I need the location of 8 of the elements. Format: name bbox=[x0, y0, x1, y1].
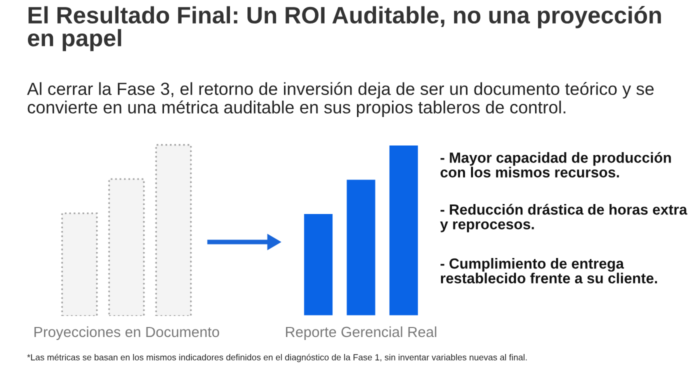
x-axis-title: Reporte Gerencial Real bbox=[286, 326, 436, 340]
text: - Cumplimiento de entrega restablecido frente a su cliente. bbox=[440, 258, 658, 284]
x-axis-title: Proyecciones en Documento bbox=[34, 326, 220, 340]
text: *Las métricas se basan en los mismos indicadores definidos en el diagnóstico de la Fase 1, sin inventar variables nuevas al final. bbox=[27, 354, 527, 362]
text: - Reducción drástica de horas extra y reprocesos. bbox=[440, 204, 688, 232]
text: Al cerrar la Fase 3, el retorno de inversión deja de ser un documento teórico y se convierte en una métrica auditable en sus propios tableros de control. bbox=[27, 82, 654, 117]
text: - Mayor capacidad de producción con los mismos recursos. bbox=[440, 152, 671, 178]
text: El Resultado Final: Un ROI Auditable, no una proyección en papel bbox=[28, 6, 661, 52]
